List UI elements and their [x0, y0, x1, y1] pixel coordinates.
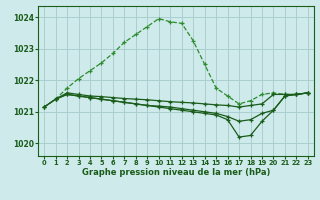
X-axis label: Graphe pression niveau de la mer (hPa): Graphe pression niveau de la mer (hPa) — [82, 168, 270, 177]
